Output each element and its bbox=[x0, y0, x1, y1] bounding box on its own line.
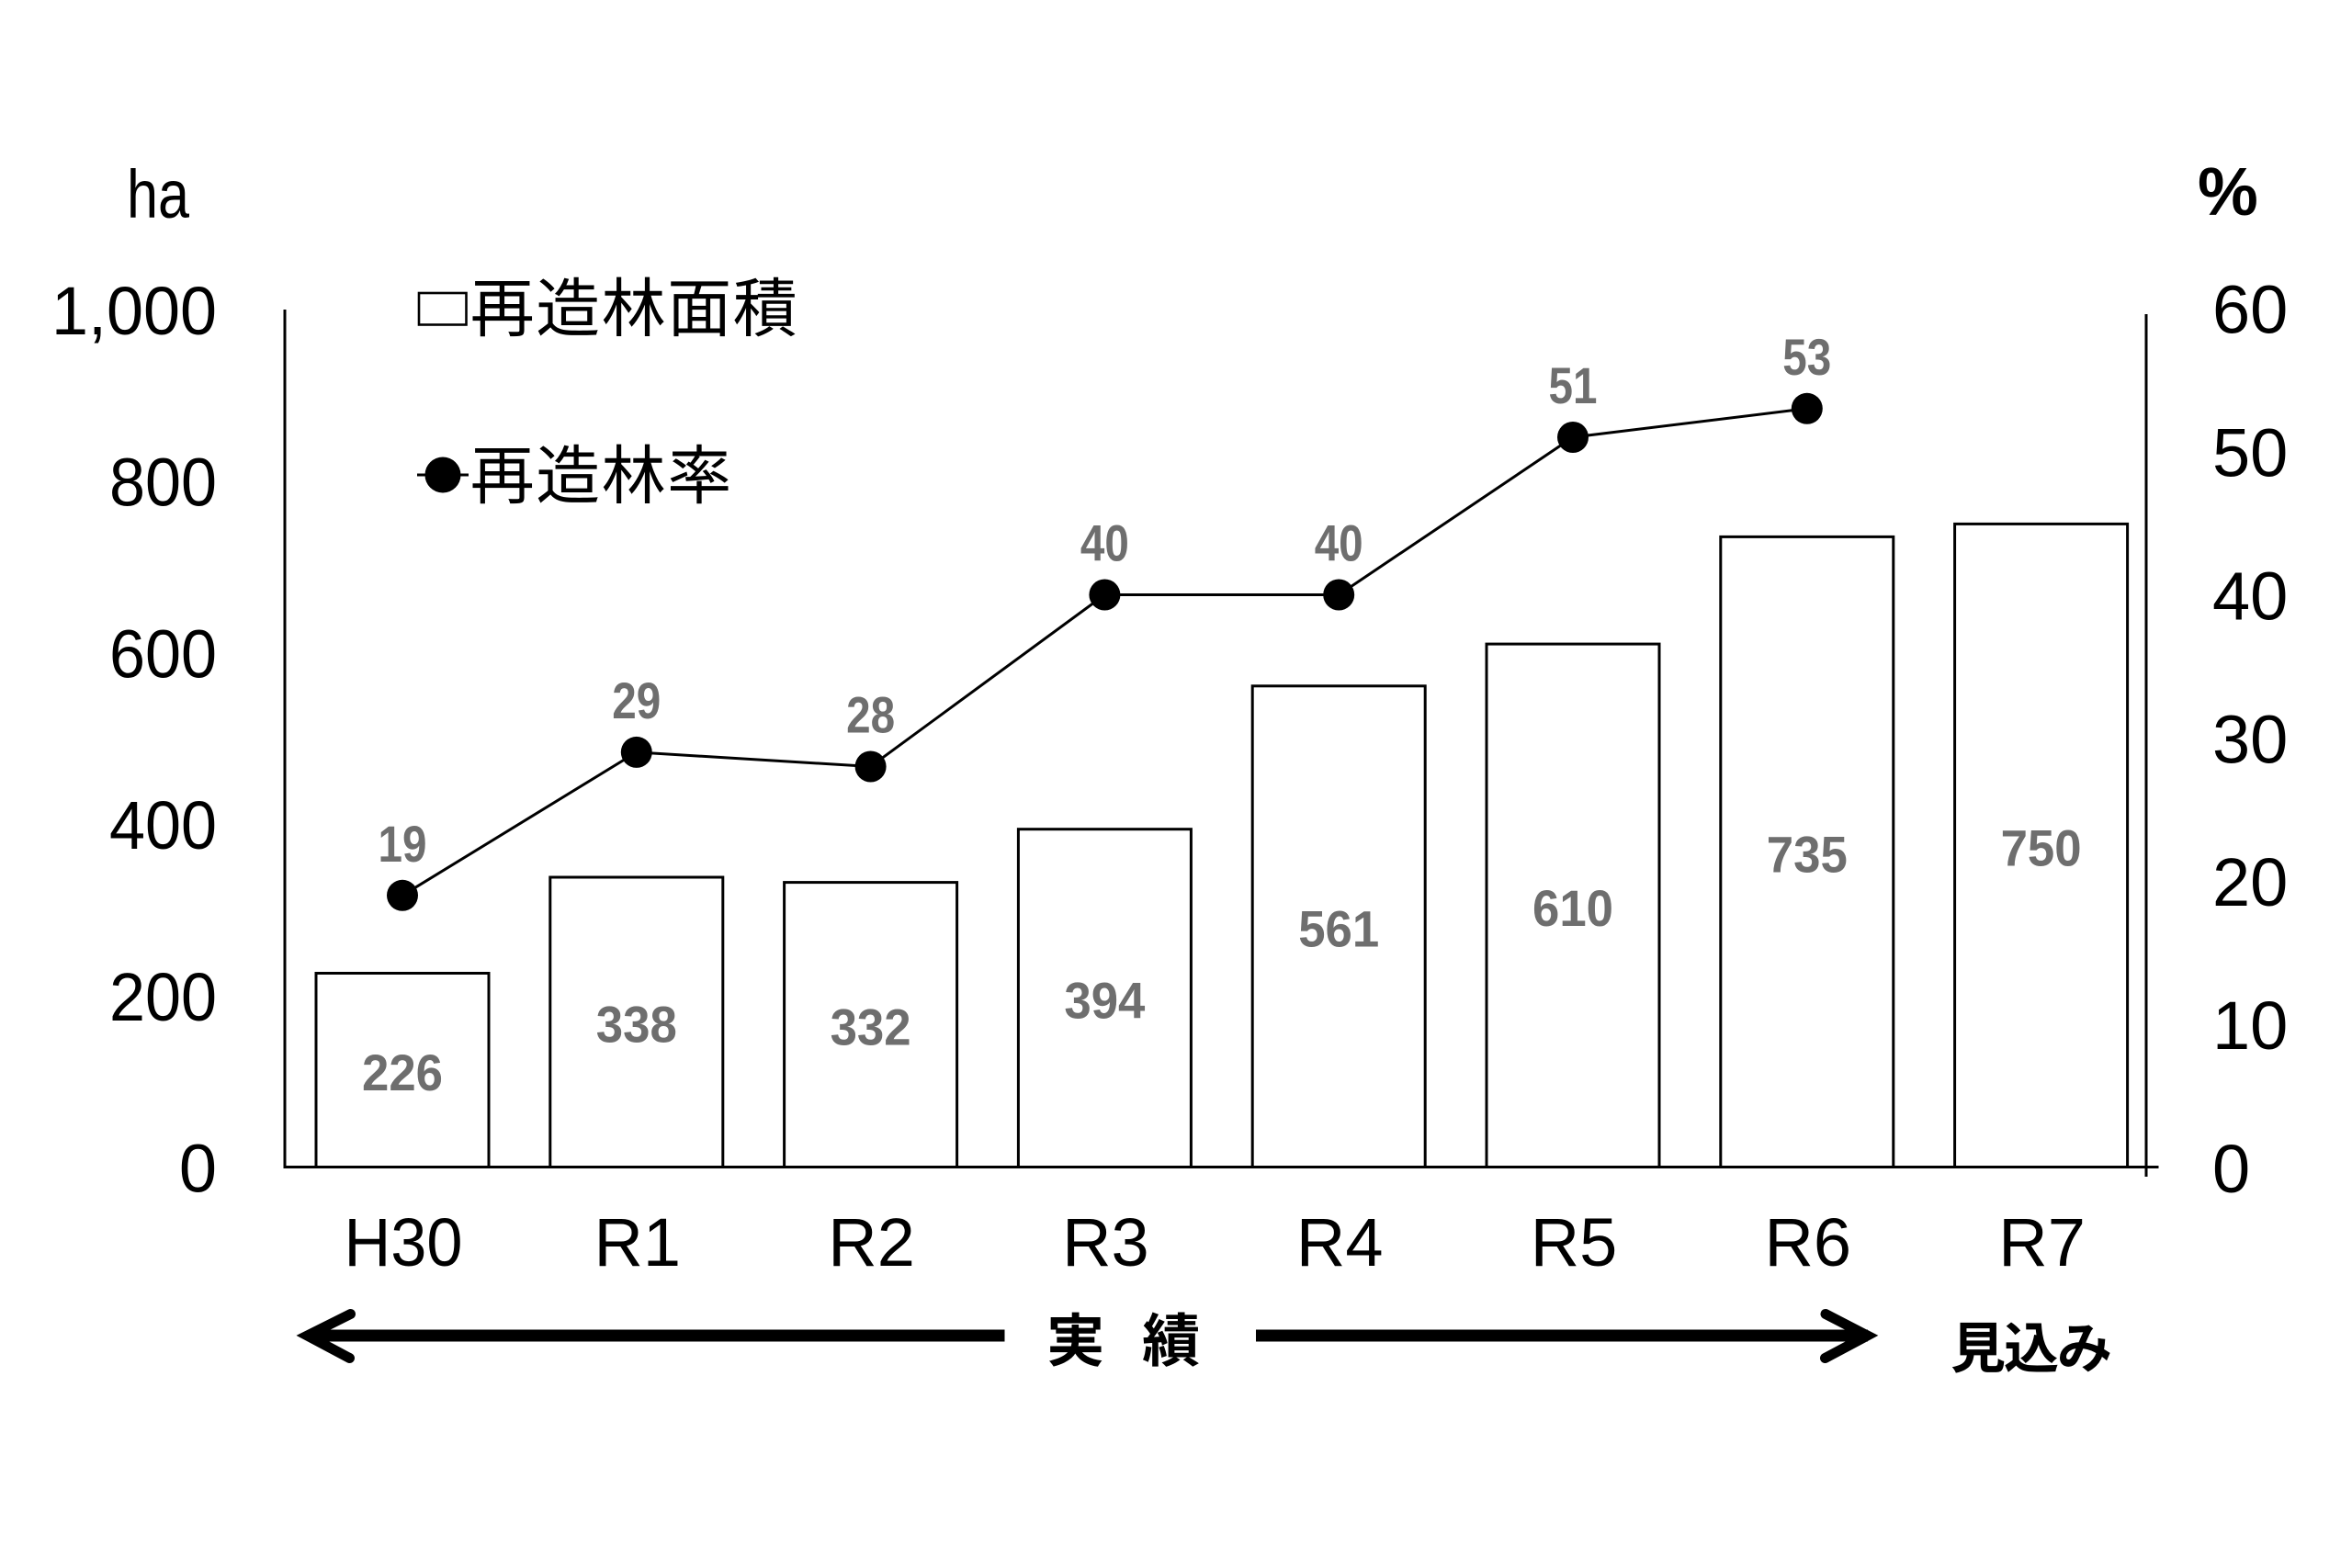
svg-text:750: 750 bbox=[2001, 818, 2082, 876]
svg-text:0: 0 bbox=[2212, 1131, 2250, 1207]
svg-text:226: 226 bbox=[362, 1043, 443, 1101]
svg-text:600: 600 bbox=[109, 615, 217, 692]
svg-text:R5: R5 bbox=[1531, 1204, 1618, 1280]
svg-text:40: 40 bbox=[1080, 514, 1129, 572]
svg-text:ha: ha bbox=[127, 156, 190, 232]
svg-text:R1: R1 bbox=[594, 1204, 681, 1280]
svg-text:332: 332 bbox=[831, 998, 911, 1056]
svg-text:735: 735 bbox=[1767, 825, 1848, 883]
svg-text:53: 53 bbox=[1782, 328, 1831, 386]
svg-text:40: 40 bbox=[2212, 558, 2288, 635]
svg-text:R3: R3 bbox=[1062, 1204, 1149, 1280]
svg-text:561: 561 bbox=[1298, 900, 1379, 958]
svg-text:29: 29 bbox=[612, 671, 661, 729]
svg-text:19: 19 bbox=[379, 815, 427, 873]
svg-text:10: 10 bbox=[2212, 987, 2288, 1064]
svg-text:R6: R6 bbox=[1764, 1204, 1851, 1280]
svg-text:R2: R2 bbox=[828, 1204, 915, 1280]
svg-text:50: 50 bbox=[2212, 415, 2288, 491]
svg-text:1,000: 1,000 bbox=[51, 273, 217, 349]
svg-text:394: 394 bbox=[1064, 972, 1145, 1030]
svg-text:28: 28 bbox=[846, 686, 895, 744]
svg-text:51: 51 bbox=[1549, 356, 1598, 414]
svg-text:338: 338 bbox=[596, 996, 677, 1054]
svg-text:R7: R7 bbox=[1998, 1204, 2086, 1280]
svg-text:40: 40 bbox=[1315, 514, 1363, 572]
svg-text:R4: R4 bbox=[1296, 1204, 1384, 1280]
svg-text:H30: H30 bbox=[345, 1204, 463, 1280]
svg-text:610: 610 bbox=[1532, 879, 1613, 937]
svg-text:800: 800 bbox=[109, 445, 217, 521]
svg-text:400: 400 bbox=[109, 787, 217, 863]
svg-text:%: % bbox=[2198, 153, 2258, 230]
svg-text:200: 200 bbox=[109, 959, 217, 1035]
svg-text:20: 20 bbox=[2212, 844, 2288, 920]
svg-text:60: 60 bbox=[2212, 272, 2288, 348]
svg-text:0: 0 bbox=[179, 1131, 217, 1207]
svg-text:30: 30 bbox=[2212, 701, 2288, 777]
